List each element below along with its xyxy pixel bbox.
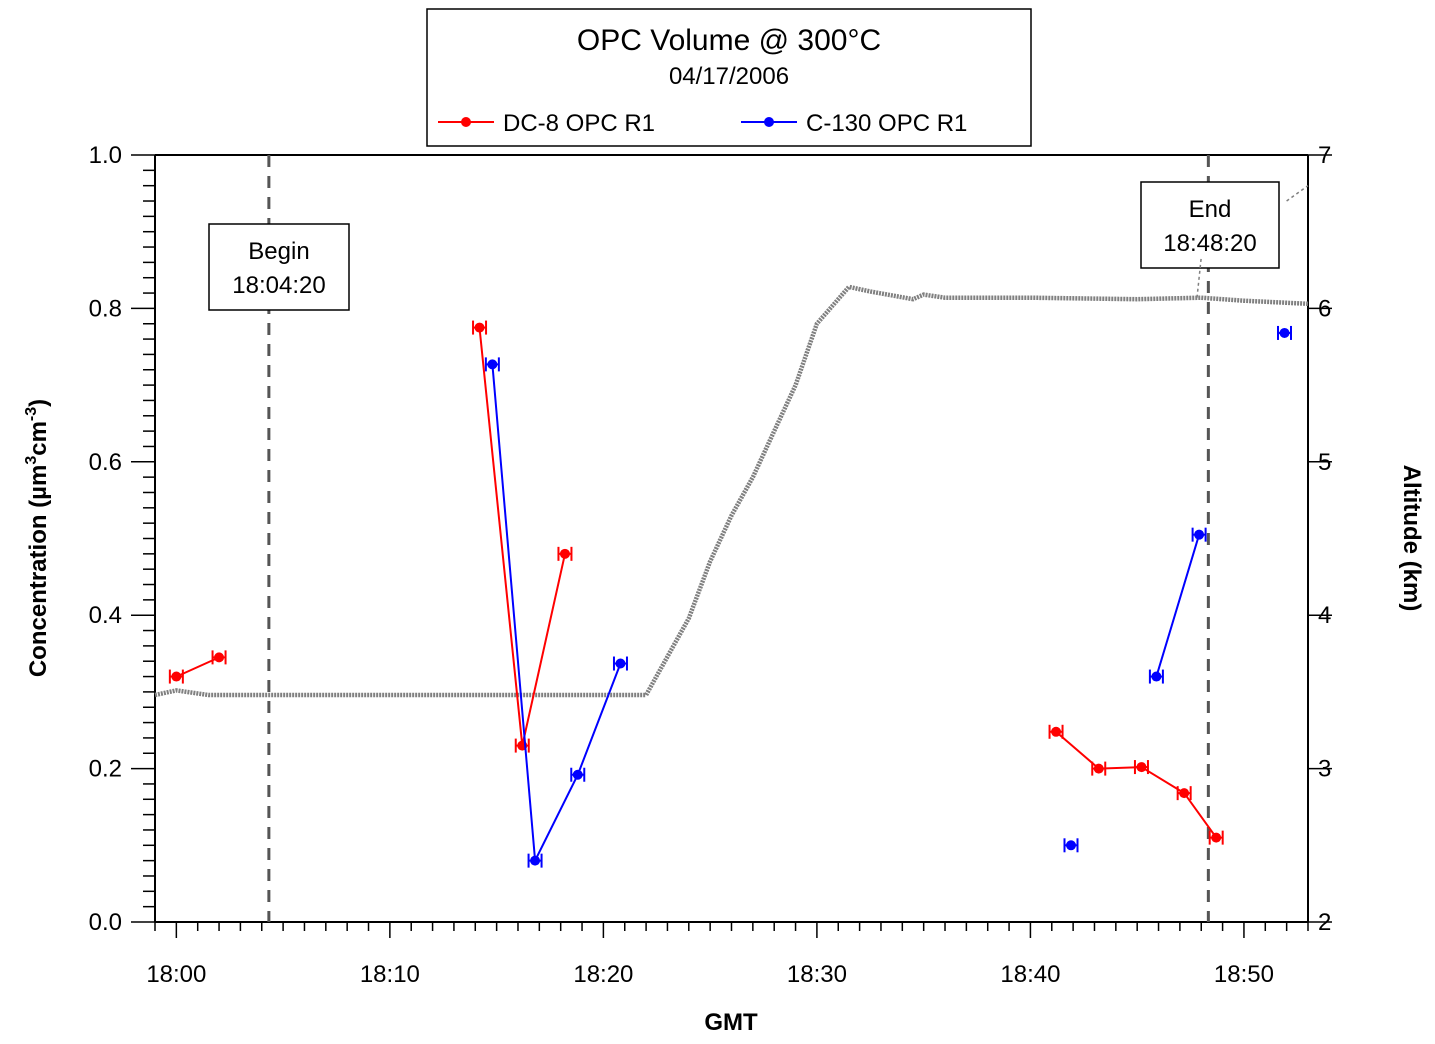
marker bbox=[559, 548, 570, 559]
marker bbox=[474, 322, 485, 333]
altitude-excursion bbox=[1286, 185, 1309, 202]
x-tick-label: 18:10 bbox=[360, 961, 420, 988]
altitude-line bbox=[154, 284, 1309, 698]
data-point-dc8 bbox=[211, 650, 227, 665]
data-point-c130 bbox=[570, 767, 586, 782]
data-point-c130 bbox=[484, 357, 500, 372]
marker bbox=[615, 658, 626, 669]
series-line-c130 bbox=[1155, 534, 1201, 677]
marker bbox=[530, 855, 541, 866]
annotation-label: Begin bbox=[248, 238, 309, 265]
y-axis-title-exp2: -3 bbox=[23, 407, 40, 421]
y-axis-title-unit2: cm bbox=[25, 421, 52, 456]
data-point-c130 bbox=[527, 853, 543, 868]
marker bbox=[214, 652, 225, 663]
data-point-dc8 bbox=[1091, 761, 1107, 776]
legend-label-c130: C-130 OPC R1 bbox=[806, 110, 967, 137]
data-point-dc8 bbox=[514, 738, 530, 753]
y-tick-label: 0.2 bbox=[89, 756, 122, 783]
x-axis-title: GMT bbox=[704, 1009, 758, 1036]
y-axis-title: Concentration (µm3cm-3) bbox=[23, 399, 52, 677]
data-point-c130 bbox=[1191, 527, 1207, 542]
y2-tick-label: 5 bbox=[1318, 449, 1331, 476]
legend-marker-c130 bbox=[764, 117, 774, 127]
legend: OPC Volume @ 300°C 04/17/2006 DC-8 OPC R… bbox=[426, 8, 1032, 147]
x-tick-label: 18:20 bbox=[573, 961, 633, 988]
data-point-c130 bbox=[1148, 669, 1164, 684]
marker bbox=[572, 769, 583, 780]
chart-title: OPC Volume @ 300°C bbox=[577, 24, 881, 57]
marker bbox=[171, 671, 182, 682]
data-point-dc8 bbox=[1048, 724, 1064, 739]
x-tick-label: 18:50 bbox=[1214, 961, 1274, 988]
marker bbox=[1093, 763, 1104, 774]
y2-tick-label: 2 bbox=[1318, 909, 1331, 936]
x-tick-label: 18:30 bbox=[787, 961, 847, 988]
marker bbox=[487, 359, 498, 370]
data-point-dc8 bbox=[168, 669, 184, 684]
y-tick-label: 1.0 bbox=[89, 142, 122, 169]
altitude-excursion bbox=[1196, 257, 1202, 298]
y-tick-label: 0.4 bbox=[89, 602, 122, 629]
y-axis-title-unit1: µm bbox=[25, 465, 52, 500]
y-tick-label: 0.0 bbox=[89, 909, 122, 936]
marker bbox=[1194, 529, 1205, 540]
marker bbox=[1065, 840, 1076, 851]
annotation-time: 18:48:20 bbox=[1163, 230, 1256, 257]
data-point-dc8 bbox=[1133, 760, 1149, 775]
legend-marker-dc8 bbox=[461, 117, 471, 127]
data-point-c130 bbox=[612, 656, 628, 671]
data-point-dc8 bbox=[1208, 830, 1224, 845]
marker bbox=[1136, 762, 1147, 773]
series-line-dc8 bbox=[1055, 731, 1218, 839]
annotation-box bbox=[1140, 181, 1280, 269]
x-tick-label: 18:40 bbox=[1000, 961, 1060, 988]
data-point-c130 bbox=[1277, 325, 1293, 340]
legend-label-dc8: DC-8 OPC R1 bbox=[503, 110, 655, 137]
y-axis-title-exp1: 3 bbox=[23, 456, 40, 465]
data-point-dc8 bbox=[1176, 786, 1192, 801]
annotation-box bbox=[208, 223, 350, 311]
annotation-time: 18:04:20 bbox=[232, 272, 325, 299]
y2-tick-label: 3 bbox=[1318, 756, 1331, 783]
tick-labels: 18:00 18:10 18:20 18:30 18:40 18:50 0.0 0.2 0.4 0… bbox=[89, 142, 1332, 988]
marker bbox=[1179, 788, 1190, 799]
y-axis-title-base: Concentration ( bbox=[25, 500, 52, 677]
y-tick-label: 0.8 bbox=[89, 295, 122, 322]
y2-axis-title: Altitude (km) bbox=[1398, 465, 1425, 612]
series-line-dc8 bbox=[478, 327, 566, 746]
x-tick-label: 18:00 bbox=[146, 961, 206, 988]
y2-tick-label: 4 bbox=[1318, 602, 1331, 629]
marker bbox=[1051, 726, 1062, 737]
legend-box bbox=[426, 8, 1032, 147]
marker bbox=[1279, 327, 1290, 338]
ticks bbox=[131, 154, 1332, 938]
data-point-dc8 bbox=[472, 320, 488, 335]
annotation-label: End bbox=[1189, 196, 1232, 223]
series-line-c130 bbox=[491, 364, 622, 865]
marker bbox=[1211, 832, 1222, 843]
y-axis-title-close: ) bbox=[25, 399, 52, 407]
chart-subtitle: 04/17/2006 bbox=[669, 63, 789, 90]
marker bbox=[1151, 671, 1162, 682]
data-point-dc8 bbox=[557, 546, 573, 561]
series-layer bbox=[168, 320, 1293, 868]
y2-tick-label: 7 bbox=[1318, 142, 1331, 169]
annotations: Begin 18:04:20 End 18:48:20 bbox=[208, 155, 1280, 922]
y2-tick-label: 6 bbox=[1318, 295, 1331, 322]
y-tick-label: 0.6 bbox=[89, 449, 122, 476]
data-point-c130 bbox=[1063, 838, 1079, 853]
